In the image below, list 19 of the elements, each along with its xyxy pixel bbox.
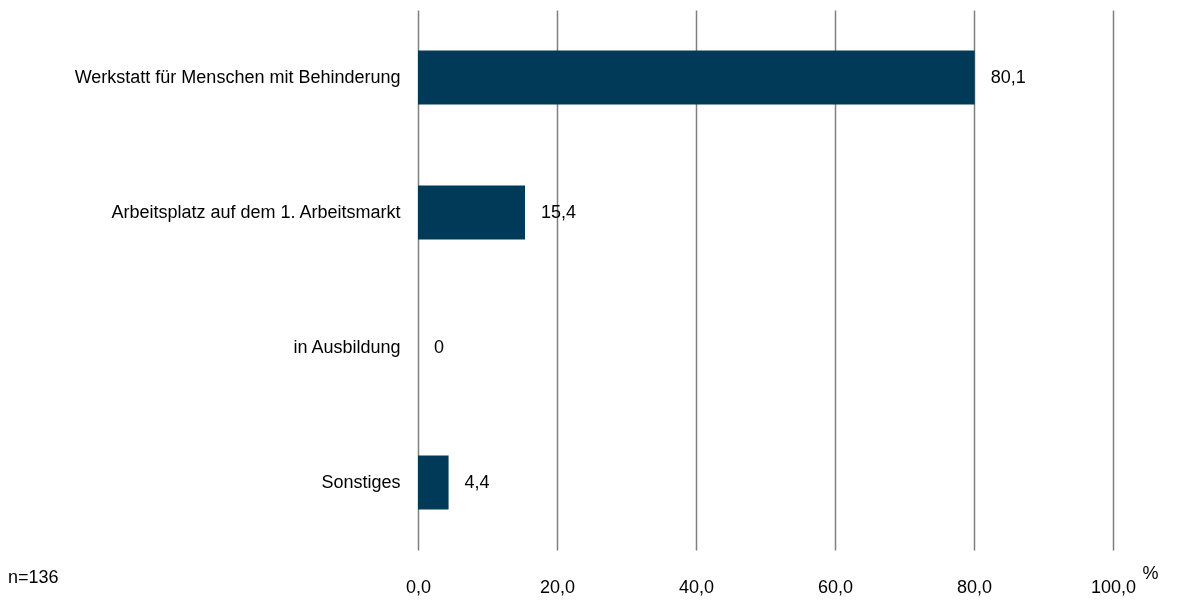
- data-label: 15,4: [541, 201, 577, 222]
- x-tick-label: 100,0: [1090, 576, 1137, 597]
- x-tick-label: 80,0: [956, 576, 993, 597]
- text: n=136: [8, 567, 59, 587]
- x-tick-label: 0,0: [405, 576, 432, 597]
- data-label: 80,1: [990, 66, 1026, 87]
- bar: [418, 455, 449, 510]
- y-tick-label: in Ausbildung: [293, 336, 401, 357]
- y-tick-label: Werkstatt für Menschen mit Behinderung: [74, 66, 401, 87]
- x-tick-label: 20,0: [539, 576, 576, 597]
- bar: [418, 185, 526, 240]
- x-tick-label: 60,0: [817, 576, 854, 597]
- y-tick-label: Sonstiges: [321, 471, 401, 492]
- x-axis-title: %: [1142, 562, 1159, 583]
- x-tick-label: 40,0: [678, 576, 715, 597]
- y-tick-label: Arbeitsplatz auf dem 1. Arbeitsmarkt: [111, 201, 401, 222]
- data-label: 4,4: [464, 471, 490, 492]
- data-label: 0: [434, 336, 445, 357]
- bar: [418, 50, 975, 105]
